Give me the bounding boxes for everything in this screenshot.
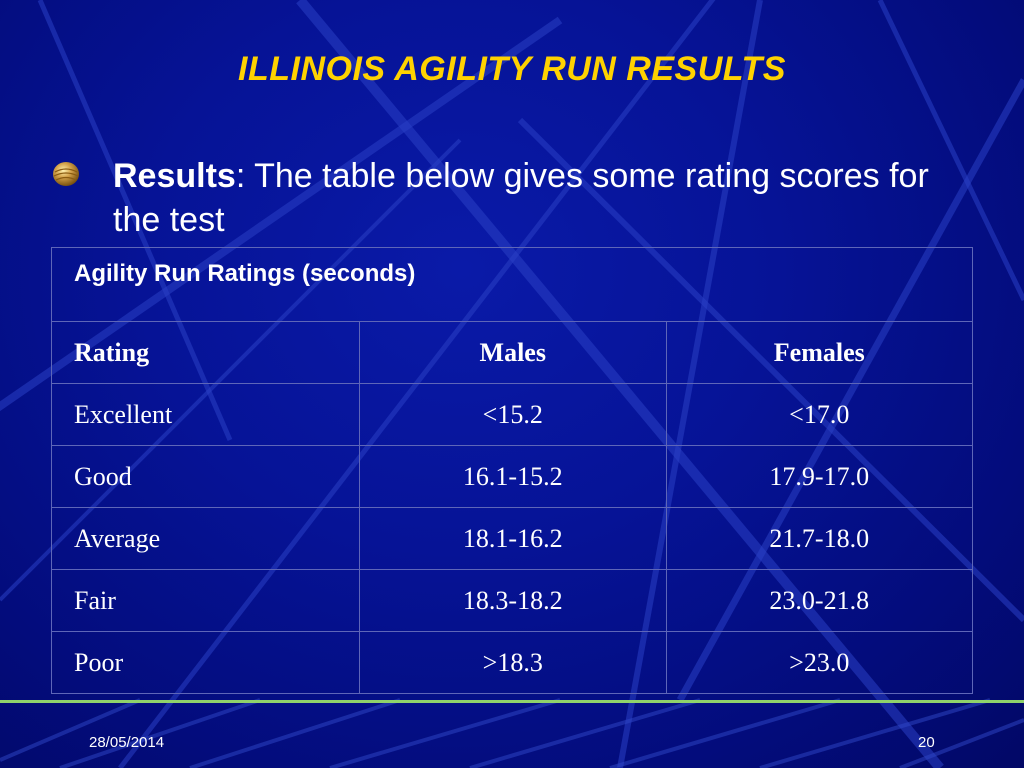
- bronze-orb-bullet-icon: [53, 162, 79, 186]
- rating-cell: Poor: [51, 631, 360, 694]
- footer-divider: [0, 700, 1024, 703]
- header-rating: Rating: [51, 321, 360, 384]
- header-males: Males: [359, 321, 667, 384]
- slide-number: 20: [918, 734, 935, 751]
- females-cell: <17.0: [665, 383, 973, 446]
- table-caption-row: Agility Run Ratings (seconds): [51, 247, 973, 322]
- header-females: Females: [665, 321, 973, 384]
- slide-title: ILLINOIS AGILITY RUN RESULTS: [238, 50, 786, 88]
- males-cell: 18.3-18.2: [359, 569, 667, 632]
- males-cell: <15.2: [359, 383, 667, 446]
- bullet-text: Results: The table below gives some rati…: [113, 154, 933, 242]
- males-cell: 18.1-16.2: [359, 507, 667, 570]
- males-cell: >18.3: [359, 631, 667, 694]
- ratings-table: Agility Run Ratings (seconds) Rating Mal…: [51, 247, 973, 694]
- rating-cell: Fair: [51, 569, 360, 632]
- rating-cell: Good: [51, 445, 360, 508]
- bullet-lead: Results: [113, 157, 236, 195]
- females-cell: 23.0-21.8: [665, 569, 973, 632]
- rating-cell: Average: [51, 507, 360, 570]
- table-header-row: Rating Males Females: [51, 321, 973, 384]
- footer-date: 28/05/2014: [89, 734, 165, 751]
- table-row: Average 18.1-16.2 21.7-18.0: [51, 507, 973, 570]
- rating-cell: Excellent: [51, 383, 360, 446]
- table-caption: Agility Run Ratings (seconds): [51, 247, 973, 322]
- table-row: Excellent <15.2 <17.0: [51, 383, 973, 446]
- bullet-body: : The table below gives some rating scor…: [113, 157, 929, 239]
- table-row: Good 16.1-15.2 17.9-17.0: [51, 445, 973, 508]
- females-cell: >23.0: [665, 631, 973, 694]
- males-cell: 16.1-15.2: [359, 445, 667, 508]
- table-row: Poor >18.3 >23.0: [51, 631, 973, 694]
- females-cell: 17.9-17.0: [665, 445, 973, 508]
- females-cell: 21.7-18.0: [665, 507, 973, 570]
- table-row: Fair 18.3-18.2 23.0-21.8: [51, 569, 973, 632]
